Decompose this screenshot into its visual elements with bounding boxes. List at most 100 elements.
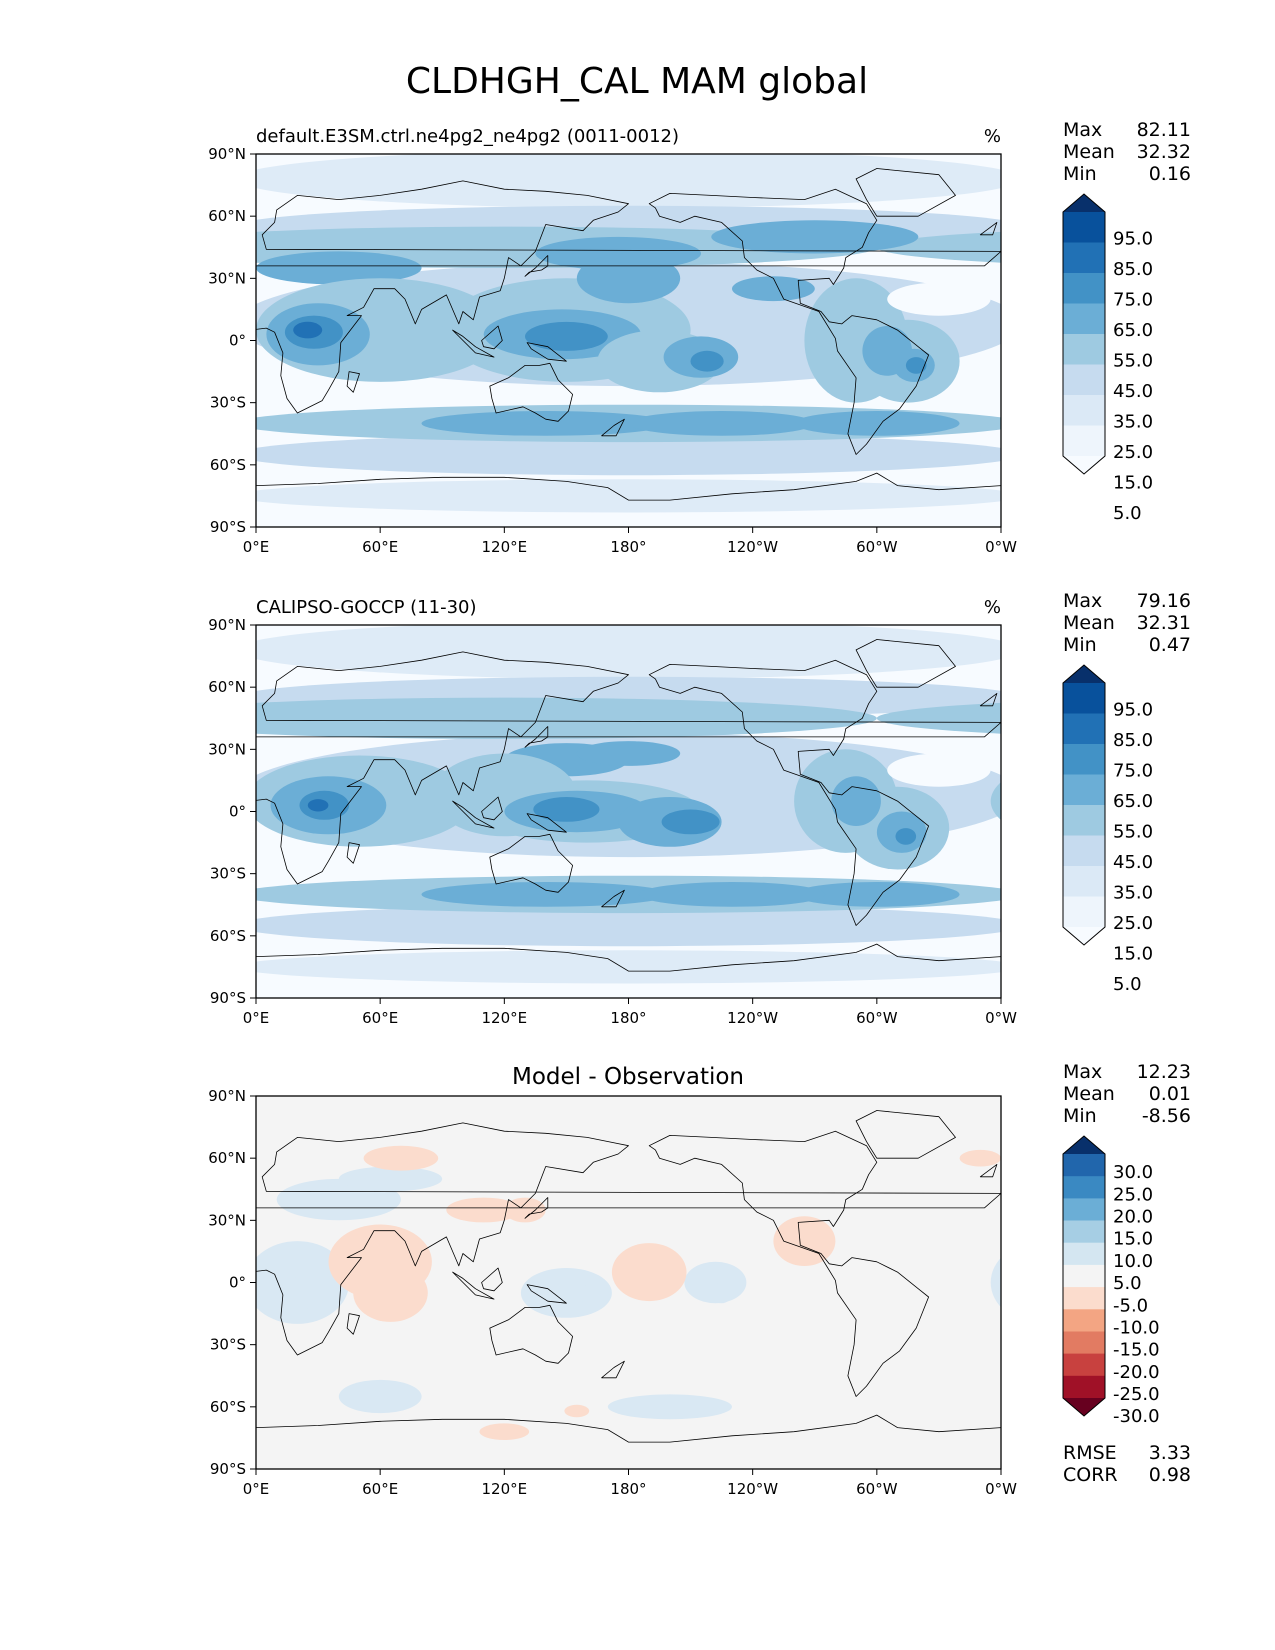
x-tick-label: 180° (610, 1480, 646, 1498)
coastline (601, 1360, 625, 1379)
colorbar: 95.0 85.0 75.0 65.0 55.0 45.0 35.0 25.0 15.0 5.0 (1062, 664, 1153, 995)
cloud-contour-patch (256, 433, 1001, 476)
cloud-contour-patch (293, 321, 323, 339)
cloud-contour-patch (576, 253, 681, 304)
cloud-contour-patch (831, 776, 881, 826)
coastline (855, 1110, 956, 1159)
y-tick-label: 90°N (208, 145, 246, 163)
cloud-contour-patch (256, 479, 1001, 513)
cloud-contour-patch (990, 782, 1001, 821)
coastline (648, 1130, 929, 1397)
stat-value: 82.11 (1137, 119, 1191, 141)
cloud-contour-patch (338, 1379, 422, 1414)
cloud-contour-patch (549, 1282, 592, 1304)
colorbar-segment (1063, 683, 1105, 714)
units-label: % (984, 126, 1001, 147)
coastline (346, 842, 360, 864)
colorbar-tick-label: 75.0 (1113, 290, 1153, 311)
contour-fields (256, 625, 1001, 984)
colorbar-tick-label: 30.0 (1113, 1162, 1153, 1183)
cloud-contour-patch (711, 1282, 732, 1304)
stat-value: 0.16 (1149, 163, 1191, 185)
y-tick-label: 0° (229, 332, 246, 350)
cloud-contour-patch (959, 1149, 1001, 1167)
stat-label: Min (1063, 634, 1097, 656)
colorbar-tick-label: 45.0 (1113, 852, 1153, 873)
y-tick-label: 0° (229, 1274, 246, 1292)
stats-block: Max 82.11 Mean 32.32 Min 0.16 (1063, 119, 1191, 185)
stat-label: Mean (1063, 612, 1115, 634)
coastline (524, 726, 549, 748)
stat-label: Mean (1063, 1083, 1115, 1105)
colorbar-tick-label: -20.0 (1113, 1362, 1160, 1383)
colorbar: 95.0 85.0 75.0 65.0 55.0 45.0 35.0 25.0 15.0 5.0 (1062, 193, 1153, 524)
stat-label: Mean (1063, 141, 1115, 163)
colorbar-tick-label: 5.0 (1113, 503, 1142, 524)
colorbar-segment (1063, 1309, 1105, 1332)
cloud-contour-patch (980, 417, 1001, 430)
coastline (526, 342, 567, 362)
y-tick-label: 90°S (210, 1460, 246, 1478)
panel-title: CALIPSO-GOCCP (11-30) (256, 597, 477, 618)
y-tick-label: 60°S (210, 1398, 246, 1416)
coastline (481, 796, 503, 821)
cloud-contour-patch (256, 904, 1001, 947)
y-tick-label: 30°N (208, 269, 246, 287)
cloud-contour-patch (980, 169, 1001, 189)
coastline (489, 833, 574, 893)
colorbar-tick-label: 65.0 (1113, 320, 1153, 341)
stat-value: 3.33 (1149, 1442, 1191, 1464)
cloud-contour-patch (307, 799, 329, 812)
cloud-contour-patch (876, 702, 1001, 734)
colorbar-extend-bottom (1063, 456, 1105, 474)
cloud-contour-patch (479, 1423, 530, 1440)
cloud-contour-patch (980, 447, 1001, 462)
x-tick-label: 0°W (985, 1480, 1017, 1498)
coastline (601, 418, 625, 437)
y-tick-label: 30°N (208, 740, 246, 758)
cloud-contour-patch (690, 350, 724, 372)
cloud-contour-patch (280, 1276, 323, 1310)
cloud-contour-patch (628, 411, 815, 436)
stat-value: 12.23 (1137, 1061, 1191, 1083)
x-axis-ticks: 0°E 60°E 120°E 180° 120°W 60°W 0°W (243, 1469, 1017, 1498)
colorbar-tick-label: -30.0 (1113, 1406, 1160, 1427)
coastline (526, 813, 567, 833)
coastline-antarctica (256, 943, 1001, 998)
cloud-contour-patch (794, 882, 960, 907)
coastline (481, 325, 503, 350)
stat-value: 32.32 (1137, 141, 1191, 163)
contour-fields (256, 154, 1001, 513)
cloud-contour-patch (732, 276, 815, 302)
colorbar-segment (1063, 1331, 1105, 1355)
colorbar-tick-label: 55.0 (1113, 822, 1153, 843)
y-tick-label: 90°N (208, 1087, 246, 1105)
colorbar-segment (1063, 334, 1105, 365)
coastline-antarctica (256, 472, 1001, 527)
cloud-contour-patch (533, 797, 600, 822)
cloud-contour-patch (661, 809, 720, 835)
cloud-contour-patch (256, 154, 1001, 208)
colorbar-outline (1062, 664, 1106, 946)
y-axis-ticks: 90°N 60°N 30°N 0° 30°S 60°S 90°S (208, 616, 256, 1007)
stat-value: 0.47 (1149, 634, 1191, 656)
colorbar-tick-label: 10.0 (1113, 1251, 1153, 1272)
x-tick-label: 60°W (856, 1009, 898, 1027)
y-tick-label: 0° (229, 803, 246, 821)
cloud-contour-patch (421, 411, 670, 436)
colorbar-tick-label: 65.0 (1113, 791, 1153, 812)
cloud-contour-patch (611, 1243, 687, 1302)
cloud-contour-patch (887, 753, 991, 787)
units-label: % (984, 597, 1001, 618)
coastlines (256, 1110, 1001, 1469)
cloud-contour-patch (446, 1197, 521, 1223)
colorbar-segment (1063, 744, 1105, 775)
colorbar-tick-label: 75.0 (1113, 761, 1153, 782)
y-axis-ticks: 90°N 60°N 30°N 0° 30°S 60°S 90°S (208, 1087, 256, 1478)
colorbar-segment (1063, 835, 1105, 867)
map-plot-area (256, 154, 1001, 527)
colorbar-segment (1063, 1242, 1105, 1266)
y-tick-label: 60°S (210, 927, 246, 945)
colorbar-segment (1063, 1220, 1105, 1244)
